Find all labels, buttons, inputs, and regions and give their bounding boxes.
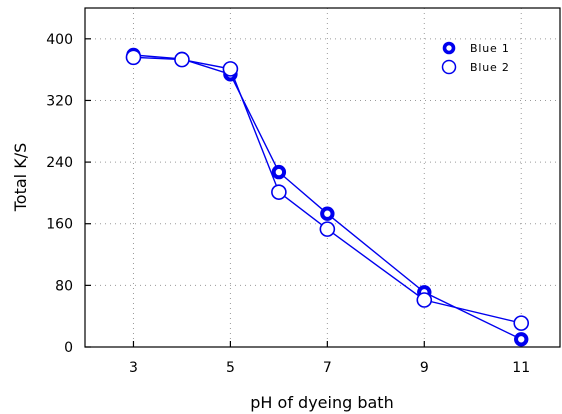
x-tick-label: 3 [129,360,138,376]
legend: Blue 1 Blue 2 [441,41,510,75]
x-axis-title: pH of dyeing bath [250,393,393,412]
x-tick-label: 5 [226,360,235,376]
data-point [514,332,529,347]
y-tick-label: 240 [46,155,73,171]
grid-lines [85,8,560,347]
plot-frame [84,7,561,348]
data-point [513,315,530,331]
data-point [271,164,287,180]
legend-label: Blue 1 [470,42,510,55]
series-line [133,54,522,340]
x-tick-label: 7 [323,360,332,376]
data-point [125,49,142,66]
legend-label: Blue 2 [470,61,510,74]
y-tick-label: 80 [55,278,73,294]
series-layer [125,47,530,347]
y-tick-label: 0 [64,340,73,356]
y-tick-label: 400 [46,32,73,48]
legend-marker [441,59,457,75]
y-axis-title: Total K/S [11,143,30,213]
data-point [222,61,239,77]
x-tick-label: 11 [512,360,530,376]
y-tick-label: 320 [46,93,73,109]
y-tick-label: 160 [46,217,73,233]
x-tick-label: 9 [420,360,429,376]
legend-marker [442,41,456,55]
data-point [319,221,336,237]
data-point [416,292,433,308]
data-point [320,206,335,221]
series-1 [126,47,529,347]
data-point [174,51,190,68]
axis-ticks: 0 80 160 240 320 400 3 5 7 9 11 [46,32,530,376]
series-2 [125,49,530,331]
data-point [271,184,287,200]
